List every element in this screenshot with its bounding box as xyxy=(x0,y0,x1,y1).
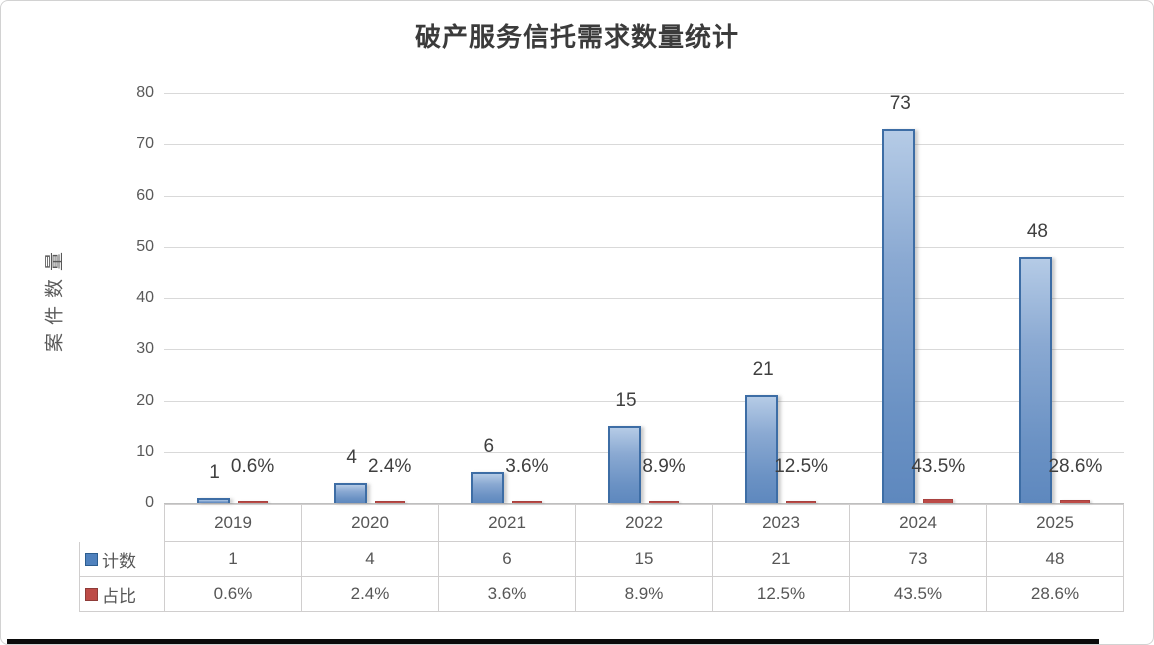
bar-count-2019 xyxy=(196,497,230,503)
table-cell-ratio-2022: 8.9% xyxy=(576,577,713,611)
label-count-2024: 73 xyxy=(889,92,911,114)
bar-ratio-2024 xyxy=(923,498,954,503)
table-cell-count-2019: 1 xyxy=(165,542,302,576)
table-header-row: 2019 2020 2021 2022 2023 2024 2025 xyxy=(164,504,1124,542)
chart-title: 破产服务信托需求数量统计 xyxy=(414,23,739,53)
table-cell-ratio-2020: 2.4% xyxy=(302,577,439,611)
gridline-40 xyxy=(164,298,1124,299)
gridline-50 xyxy=(164,246,1124,248)
legend-key-ratio: 占比 xyxy=(80,577,165,611)
bar-ratio-2023 xyxy=(786,500,817,503)
y-axis-title: 案件数量 xyxy=(44,243,66,353)
table-cell-year-2025: 2025 xyxy=(987,505,1124,541)
bar-count-2023 xyxy=(745,395,779,503)
table-cell-ratio-2019: 0.6% xyxy=(165,577,302,611)
label-ratio-2019: 0.6% xyxy=(230,456,275,477)
legend-ratio-swatch-icon xyxy=(85,587,98,601)
ytick-30: 30 xyxy=(136,340,154,358)
ytick-60: 60 xyxy=(136,186,154,204)
ytick-80: 80 xyxy=(136,84,154,101)
ytick-20: 20 xyxy=(136,391,154,409)
ytick-50: 50 xyxy=(136,237,154,255)
bottom-strip xyxy=(7,639,1099,644)
table-cell-year-2021: 2021 xyxy=(439,505,576,541)
legend-label-ratio: 占比 xyxy=(102,586,136,606)
ytick-40: 40 xyxy=(136,289,154,306)
label-count-2020: 4 xyxy=(346,446,357,468)
table-cell-year-2020: 2020 xyxy=(302,505,439,541)
legend-count-swatch-icon xyxy=(85,552,98,566)
table-cell-count-2022: 15 xyxy=(576,542,713,576)
gridline-60 xyxy=(164,195,1124,197)
legend-label-count: 计数 xyxy=(102,551,136,571)
label-ratio-2021: 3.6% xyxy=(505,456,549,477)
table-cell-count-2020: 4 xyxy=(302,542,439,576)
bar-ratio-2022 xyxy=(649,500,679,503)
bar-ratio-2019 xyxy=(237,500,268,503)
label-count-2021: 6 xyxy=(483,436,495,458)
label-ratio-2022: 8.9% xyxy=(642,456,686,477)
table-cell-year-2019: 2019 xyxy=(165,505,302,541)
legend-key-count: 计数 xyxy=(80,542,165,576)
table-cell-year-2024: 2024 xyxy=(850,505,987,541)
label-ratio-2020: 2.4% xyxy=(368,456,412,477)
gridline-20 xyxy=(164,400,1124,402)
label-ratio-2023: 12.5% xyxy=(774,456,829,477)
bar-count-2022 xyxy=(608,426,641,503)
bar-ratio-2021 xyxy=(511,500,542,503)
table-cell-count-2025: 48 xyxy=(987,542,1124,576)
gridline-30 xyxy=(164,349,1124,351)
bar-count-2025 xyxy=(1019,257,1053,503)
table-cell-count-2024: 73 xyxy=(850,542,987,576)
table-row-count: 计数 1 4 6 15 21 73 48 xyxy=(79,542,1124,577)
table-cell-count-2021: 6 xyxy=(439,542,576,576)
bar-count-2020 xyxy=(333,482,367,503)
ytick-70: 70 xyxy=(136,135,154,153)
gridline-80 xyxy=(164,93,1124,94)
label-count-2023: 21 xyxy=(752,359,774,381)
label-count-2022: 15 xyxy=(615,390,637,412)
label-count-2025: 48 xyxy=(1026,221,1048,242)
x-axis-line xyxy=(164,503,1124,504)
ytick-0: 0 xyxy=(145,494,154,511)
table-cell-count-2023: 21 xyxy=(713,542,850,576)
table-cell-ratio-2024: 43.5% xyxy=(850,577,987,611)
label-ratio-2025: 28.6% xyxy=(1048,456,1103,477)
label-ratio-2024: 43.5% xyxy=(911,456,966,477)
bar-ratio-2025 xyxy=(1060,500,1091,503)
table-row-ratio: 占比 0.6% 2.4% 3.6% 8.9% 12.5% 43.5% 28.6% xyxy=(79,577,1124,612)
gridline-10 xyxy=(164,451,1124,453)
table-cell-year-2022: 2022 xyxy=(576,505,713,541)
table-cell-ratio-2025: 28.6% xyxy=(987,577,1124,611)
bar-ratio-2020 xyxy=(374,500,405,503)
bar-count-2024 xyxy=(882,128,916,503)
gridline-70 xyxy=(164,144,1124,146)
table-cell-ratio-2023: 12.5% xyxy=(713,577,850,611)
table-cell-year-2023: 2023 xyxy=(713,505,850,541)
label-count-2019: 1 xyxy=(209,461,220,483)
bar-count-2021 xyxy=(470,472,504,503)
ytick-10: 10 xyxy=(136,442,154,460)
table-cell-ratio-2021: 3.6% xyxy=(439,577,576,611)
